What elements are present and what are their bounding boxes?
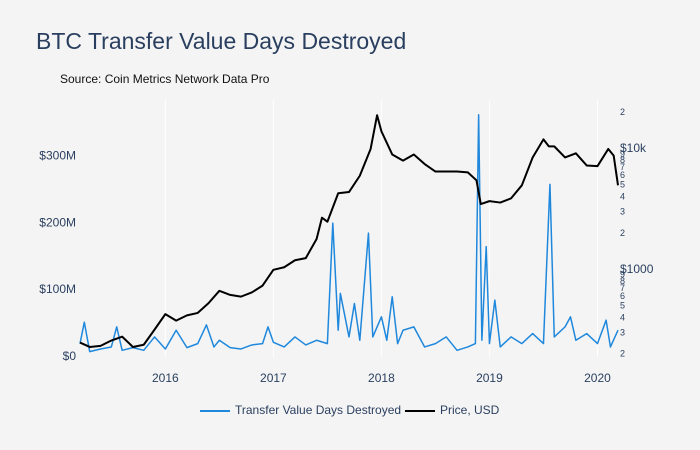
y-tick-label: $200M bbox=[39, 215, 76, 229]
series-line bbox=[79, 113, 619, 353]
chart-subtitle: Source: Coin Metrics Network Data Pro bbox=[60, 72, 270, 86]
y2-tick-label: 2 bbox=[620, 228, 625, 238]
y2-tick-label: 5 bbox=[620, 301, 625, 311]
y2-tick-label: 8 bbox=[620, 155, 625, 165]
y2-tick-label: 3 bbox=[620, 327, 625, 337]
x-tick-label: 2017 bbox=[260, 371, 287, 385]
y-tick-label: $100M bbox=[39, 282, 76, 296]
y2-tick-label: 2 bbox=[620, 349, 625, 359]
y2-tick-label: 4 bbox=[620, 191, 625, 201]
y2-tick-label: 9 bbox=[620, 270, 625, 280]
y2-tick-label: 4 bbox=[620, 312, 625, 322]
x-tick-label: 2016 bbox=[152, 371, 179, 385]
legend-label: Price, USD bbox=[440, 403, 500, 417]
chart-title: BTC Transfer Value Days Destroyed bbox=[36, 28, 406, 54]
series-line bbox=[79, 114, 619, 348]
legend-label: Transfer Value Days Destroyed bbox=[235, 403, 401, 417]
y2-tick-label: 6 bbox=[620, 170, 625, 180]
x-tick-label: 2018 bbox=[368, 371, 395, 385]
y2-tick-label: 9 bbox=[620, 149, 625, 159]
x-tick-label: 2020 bbox=[584, 371, 611, 385]
y2-tick-label: 5 bbox=[620, 180, 625, 190]
y2-tick-label: $10k bbox=[620, 141, 647, 155]
x-tick-label: 2019 bbox=[476, 371, 503, 385]
y2-tick-label: 2 bbox=[620, 107, 625, 117]
y2-tick-label: 8 bbox=[620, 276, 625, 286]
y2-tick-label: $1000 bbox=[620, 262, 654, 276]
y2-tick-label: 6 bbox=[620, 291, 625, 301]
y2-tick-label: 7 bbox=[620, 162, 625, 172]
y-tick-label: $300M bbox=[39, 148, 76, 162]
y2-tick-label: 7 bbox=[620, 283, 625, 293]
y2-tick-label: 3 bbox=[620, 207, 625, 217]
y-tick-label: $0 bbox=[63, 349, 77, 363]
